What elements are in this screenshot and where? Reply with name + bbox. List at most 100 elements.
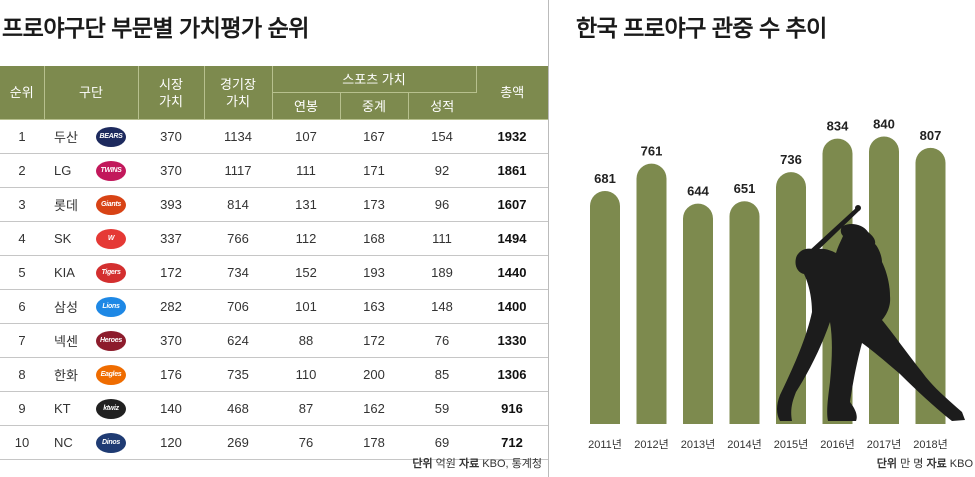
total-value-cell: 1440 [476,255,549,290]
market-value-cell: 176 [138,357,204,392]
team-logo-icon: TWINS [96,160,126,181]
header-sports-value: 스포츠 가치 [272,66,477,93]
attendance-bar-chart: 681 2011년 761 2012년 644 2013년 651 2014년 736 2015년… [588,117,965,451]
market-value-cell: 337 [138,221,204,256]
performance-value-cell: 96 [408,187,477,222]
header-stadium: 경기장 가치 [204,66,273,120]
stadium-value-cell: 1134 [204,119,272,154]
table-row: 9 KT ktwiz 140 468 87 162 59 916 [0,391,549,426]
total-value-cell: 1932 [476,119,549,154]
team-name: 두산 [54,130,78,145]
team-cell: KT ktwiz [44,391,138,426]
market-value-cell: 393 [138,187,204,222]
rank-cell: 6 [0,289,44,324]
performance-value-cell: 85 [408,357,477,392]
rank-cell: 9 [0,391,44,426]
performance-value-cell: 111 [408,221,477,256]
bar-value-label: 651 [734,181,756,196]
team-value-panel: 프로야구단 부문별 가치평가 순위 순위 구단 시장 가치 경기장 가치 스포츠 가… [0,15,549,470]
broadcast-value-cell: 193 [340,255,408,290]
performance-value-cell: 59 [408,391,477,426]
team-cell: SK W [44,221,138,256]
stadium-value-cell: 734 [204,255,272,290]
total-value-cell: 1494 [476,221,549,256]
performance-value-cell: 76 [408,323,477,358]
header-broadcast: 중계 [340,92,409,120]
salary-value-cell: 131 [272,187,340,222]
table-row: 6 삼성 Lions 282 706 101 163 148 1400 [0,289,549,324]
bar-value-label: 761 [641,144,663,159]
chart-source: 단위 만 명 자료 KBO [876,458,973,470]
x-tick-label: 2012년 [634,438,669,451]
total-value-cell: 1330 [476,323,549,358]
attendance-bar [590,190,620,424]
table-title: 프로야구단 부문별 가치평가 순위 [2,15,309,41]
broadcast-value-cell: 168 [340,221,408,256]
x-tick-label: 2018년 [913,438,948,451]
bar-value-label: 807 [920,128,942,143]
team-name: SK [54,231,72,246]
market-value-cell: 120 [138,425,204,460]
rank-cell: 2 [0,153,44,188]
attendance-panel: 한국 프로야구 관중 수 추이 681 2011년 761 2012년 644 2013년… [560,0,975,477]
team-logo-icon: Giants [96,194,126,215]
salary-value-cell: 76 [272,425,340,460]
attendance-bar [683,203,713,424]
header-rank: 순위 [0,66,45,120]
performance-value-cell: 69 [408,425,477,460]
team-cell: LG TWINS [44,153,138,188]
stadium-value-cell: 624 [204,323,272,358]
broadcast-value-cell: 163 [340,289,408,324]
team-name: 한화 [54,368,78,383]
header-team: 구단 [44,66,139,120]
attendance-bar [729,201,760,424]
stadium-value-cell: 1117 [204,153,272,188]
total-value-cell: 1607 [476,187,549,222]
header-performance: 성적 [408,92,477,120]
attendance-bar [636,163,667,424]
performance-value-cell: 148 [408,289,477,324]
team-name: KIA [54,265,75,280]
x-tick-label: 2017년 [867,438,902,451]
broadcast-value-cell: 173 [340,187,408,222]
team-cell: 롯데 Giants [44,187,138,222]
table-row: 10 NC Dinos 120 269 76 178 69 712 [0,425,549,460]
bar-value-label: 834 [827,119,849,134]
salary-value-cell: 88 [272,323,340,358]
attendance-bar [915,147,946,424]
x-tick-label: 2011년 [588,438,622,451]
stadium-value-cell: 269 [204,425,272,460]
total-value-cell: 1400 [476,289,549,324]
table-row: 7 넥센 Heroes 370 624 88 172 76 1330 [0,323,549,358]
team-cell: 넥센 Heroes [44,323,138,358]
total-value-cell: 712 [476,425,549,460]
team-name: KT [54,401,71,416]
total-value-cell: 916 [476,391,549,426]
stadium-value-cell: 766 [204,221,272,256]
bar-value-label: 736 [780,152,802,167]
bar-value-label: 681 [594,171,616,186]
team-logo-icon: Lions [96,296,126,317]
team-name: NC [54,435,73,450]
header-market: 시장 가치 [138,66,205,120]
team-cell: NC Dinos [44,425,138,460]
stadium-value-cell: 814 [204,187,272,222]
header-total: 총액 [476,66,549,120]
salary-value-cell: 111 [272,153,340,188]
broadcast-value-cell: 162 [340,391,408,426]
bar-value-label: 840 [873,117,895,132]
salary-value-cell: 110 [272,357,340,392]
rank-cell: 7 [0,323,44,358]
team-logo-icon: Heroes [96,330,126,351]
total-value-cell: 1861 [476,153,549,188]
total-value-cell: 1306 [476,357,549,392]
stadium-value-cell: 706 [204,289,272,324]
broadcast-value-cell: 167 [340,119,408,154]
rank-cell: 4 [0,221,44,256]
team-logo-icon: BEARS [96,126,126,147]
stadium-value-cell: 468 [204,391,272,426]
rank-cell: 8 [0,357,44,392]
salary-value-cell: 101 [272,289,340,324]
header-salary: 연봉 [272,92,341,120]
broadcast-value-cell: 178 [340,425,408,460]
